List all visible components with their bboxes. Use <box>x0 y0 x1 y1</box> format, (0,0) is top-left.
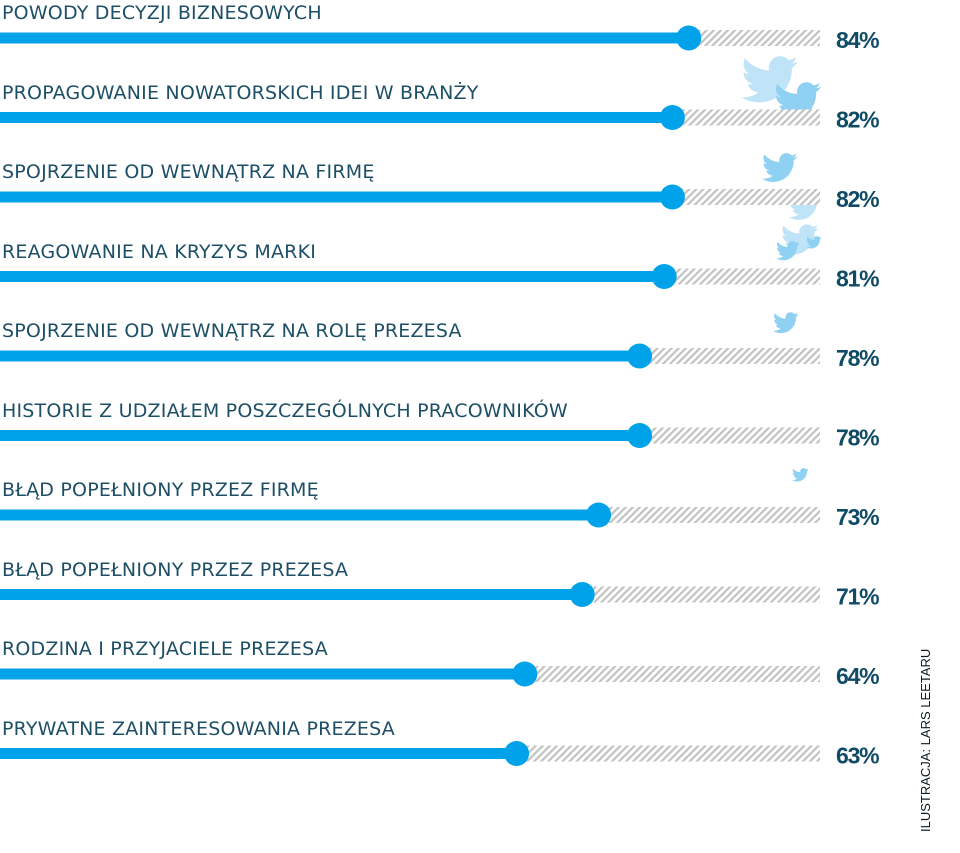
bar <box>0 668 525 680</box>
bar-remainder <box>688 30 820 46</box>
percent-label: 71% <box>836 584 879 610</box>
bar-end-dot <box>586 502 612 528</box>
bar-end-dot <box>676 25 702 51</box>
category-label: PRYWATNE ZAINTERESOWANIA PREZESA <box>2 717 395 740</box>
bar-remainder <box>598 507 820 523</box>
bar <box>0 350 640 362</box>
percent-label: 82% <box>836 107 879 133</box>
percent-labels: 84% 82% 82% 81% 78% 78% 73% 71% 64% 63% <box>836 27 880 769</box>
bar-end-dot <box>659 105 685 130</box>
bar <box>0 191 673 203</box>
illustration-credit: ILUSTRACJA: LARS LEETARU <box>918 648 933 832</box>
bar-remainder <box>516 745 820 762</box>
category-label: REAGOWANIE NA KRYZYS MARKI <box>2 240 317 263</box>
twitter-bird-icon <box>773 312 799 334</box>
bar-end-dot <box>512 661 538 687</box>
bar-remainder <box>524 666 820 682</box>
percent-label: 78% <box>836 425 879 451</box>
bar <box>0 748 517 759</box>
bar-remainder <box>672 109 820 126</box>
bar-remainder <box>672 189 820 205</box>
category-label: SPOJRZENIE OD WEWNĄTRZ NA ROLĘ PREZESA <box>2 320 462 342</box>
percent-label: 63% <box>836 743 879 769</box>
bar <box>0 509 599 521</box>
bar <box>0 430 640 441</box>
percent-label: 84% <box>836 27 879 53</box>
bar-end-dot <box>504 741 530 766</box>
bar-remainder <box>664 268 820 285</box>
twitter-bird-icon <box>762 153 798 182</box>
bar-end-dot <box>651 264 677 289</box>
category-label: PROPAGOWANIE NOWATORSKICH IDEI W BRANŻY <box>2 81 479 104</box>
category-label: BŁĄD POPEŁNIONY PRZEZ PREZESA <box>2 558 349 581</box>
bar-remainder <box>639 348 820 364</box>
bar-end-dot <box>659 184 685 210</box>
twitter-bird-icon <box>792 468 809 482</box>
bar <box>0 112 673 123</box>
bar <box>0 589 583 600</box>
category-label: RODZINA I PRZYJACIELE PREZESA <box>2 638 328 660</box>
bar <box>0 32 689 44</box>
category-label: BŁĄD POPEŁNIONY PRZEZ FIRMĘ <box>2 479 319 501</box>
bar-remainder <box>582 586 820 603</box>
percent-label: 64% <box>836 663 879 689</box>
percent-label: 81% <box>836 266 879 292</box>
category-label: SPOJRZENIE OD WEWNĄTRZ NA FIRMĘ <box>2 161 375 183</box>
bar <box>0 271 665 282</box>
bar-end-dot <box>569 582 595 607</box>
bars <box>0 25 820 766</box>
percent-label: 78% <box>836 345 879 371</box>
category-label: HISTORIE Z UDZIAŁEM POSZCZEGÓLNYCH PRACO… <box>2 399 568 422</box>
bar-end-dot <box>627 343 653 369</box>
category-label: POWODY DECYZJI BIZNESOWYCH <box>2 2 322 24</box>
bar-remainder <box>639 427 820 444</box>
percent-label: 82% <box>836 186 879 212</box>
percent-label: 73% <box>836 504 879 530</box>
bar-end-dot <box>627 423 653 448</box>
